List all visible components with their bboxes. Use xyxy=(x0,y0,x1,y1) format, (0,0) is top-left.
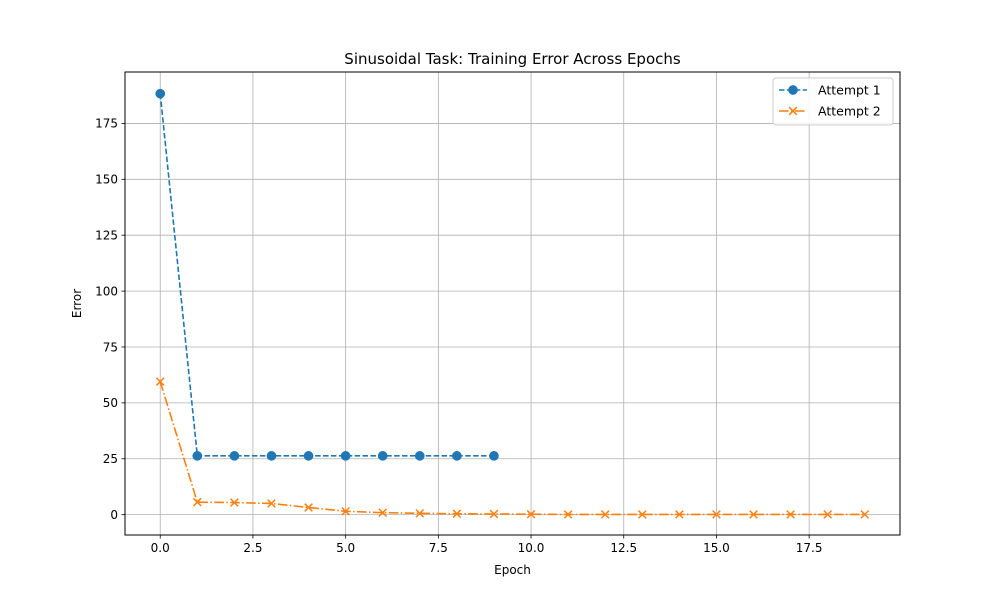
series-2-point-stroke xyxy=(304,503,313,512)
series-1-point xyxy=(340,451,351,461)
y-tick-label: 150 xyxy=(95,173,118,187)
series-1-point xyxy=(489,451,499,461)
y-tick-label: 0 xyxy=(110,508,118,522)
x-tick-label: 2.5 xyxy=(243,541,262,555)
x-tick-label: 15.0 xyxy=(703,541,730,555)
series-2-point-stroke xyxy=(823,510,833,519)
series-2-point xyxy=(823,510,833,519)
y-tick-label: 50 xyxy=(103,396,118,410)
series-1-point xyxy=(414,451,425,461)
series-2-point xyxy=(712,510,721,519)
series-1-point xyxy=(377,451,388,461)
x-axis-ticks: 0.0 2.5 5.0 7.5 10.0 12.5 15.0 17.5 xyxy=(151,535,823,555)
series-2-point xyxy=(304,503,313,512)
legend-marker-1 xyxy=(788,85,798,95)
series-2-point-stroke xyxy=(749,510,758,519)
x-tick-label: 0.0 xyxy=(151,541,170,555)
chart-title: Sinusoidal Task: Training Error Across E… xyxy=(344,50,681,68)
series-2-point xyxy=(749,510,758,519)
legend-marker-2-stroke xyxy=(788,106,798,116)
legend-label-2: Attempt 2 xyxy=(818,104,881,119)
series-2-point-stroke xyxy=(341,506,350,516)
series-2-point xyxy=(378,508,388,517)
legend-entries: Attempt 1 Attempt 2 xyxy=(779,83,881,119)
y-tick-label: 125 xyxy=(95,229,118,243)
grid xyxy=(125,72,900,535)
x-tick-label: 10.0 xyxy=(518,541,545,555)
series-2-point xyxy=(675,510,684,519)
series-2-point xyxy=(155,377,165,386)
series-2-point-stroke xyxy=(267,499,276,508)
series-2-point xyxy=(341,506,350,516)
series-2-line xyxy=(159,381,865,516)
series-1-point xyxy=(266,451,277,461)
series-2-point-stroke xyxy=(415,508,425,518)
y-tick-label: 25 xyxy=(103,452,118,466)
x-tick-label: 12.5 xyxy=(610,541,637,555)
series-2-point xyxy=(415,508,425,518)
series-2-point-stroke xyxy=(230,498,239,507)
y-axis-label: Error xyxy=(70,289,84,318)
series-2-point-stroke xyxy=(637,510,647,519)
legend: Attempt 1 Attempt 2 xyxy=(772,77,894,126)
series-layer xyxy=(155,88,870,519)
x-tick-label: 5.0 xyxy=(336,541,355,555)
x-axis-label: Epoch xyxy=(494,563,531,577)
series-1 xyxy=(155,88,499,461)
series-2-point-stroke xyxy=(786,510,795,519)
series-1-point xyxy=(303,451,314,461)
legend-entry-1: Attempt 1 xyxy=(779,83,881,98)
series-2-point xyxy=(230,498,239,507)
series-2-point xyxy=(786,510,795,519)
series-1-point xyxy=(155,88,166,99)
series-2-point-stroke xyxy=(192,497,202,507)
y-tick-label: 175 xyxy=(95,117,118,131)
series-2-point-stroke xyxy=(452,509,462,519)
legend-label-1: Attempt 1 xyxy=(818,83,881,98)
series-2-point-stroke xyxy=(600,510,610,519)
series-1-point xyxy=(192,451,203,461)
series-2-point xyxy=(267,499,276,508)
series-2-point xyxy=(452,509,462,519)
legend-marker-2 xyxy=(788,106,798,116)
series-2 xyxy=(155,377,870,519)
plot-frame xyxy=(124,71,901,536)
series-2-point xyxy=(192,497,202,507)
series-1-line xyxy=(159,93,494,457)
series-2-point xyxy=(600,510,610,519)
y-tick-label: 75 xyxy=(103,340,118,354)
series-2-point-stroke xyxy=(155,377,165,386)
y-tick-label: 100 xyxy=(95,284,118,298)
series-2-point-stroke xyxy=(489,509,499,519)
series-2-point-stroke xyxy=(675,510,684,519)
series-2-point-stroke xyxy=(526,509,536,519)
series-2-point xyxy=(860,510,870,519)
series-2-point-stroke xyxy=(563,510,573,519)
series-2-point-stroke xyxy=(860,510,870,519)
x-tick-label: 17.5 xyxy=(796,541,823,555)
legend-entry-2: Attempt 2 xyxy=(779,104,881,119)
series-2-point xyxy=(563,510,573,519)
series-2-point-stroke xyxy=(378,508,388,517)
y-axis-ticks: 0 25 50 75 100 125 150 175 xyxy=(95,117,125,522)
x-tick-label: 7.5 xyxy=(429,541,448,555)
series-1-point xyxy=(229,451,240,461)
series-2-point xyxy=(637,510,647,519)
series-1-point xyxy=(452,451,462,461)
series-2-point xyxy=(489,509,499,519)
series-2-point-stroke xyxy=(712,510,721,519)
series-2-point xyxy=(526,509,536,519)
